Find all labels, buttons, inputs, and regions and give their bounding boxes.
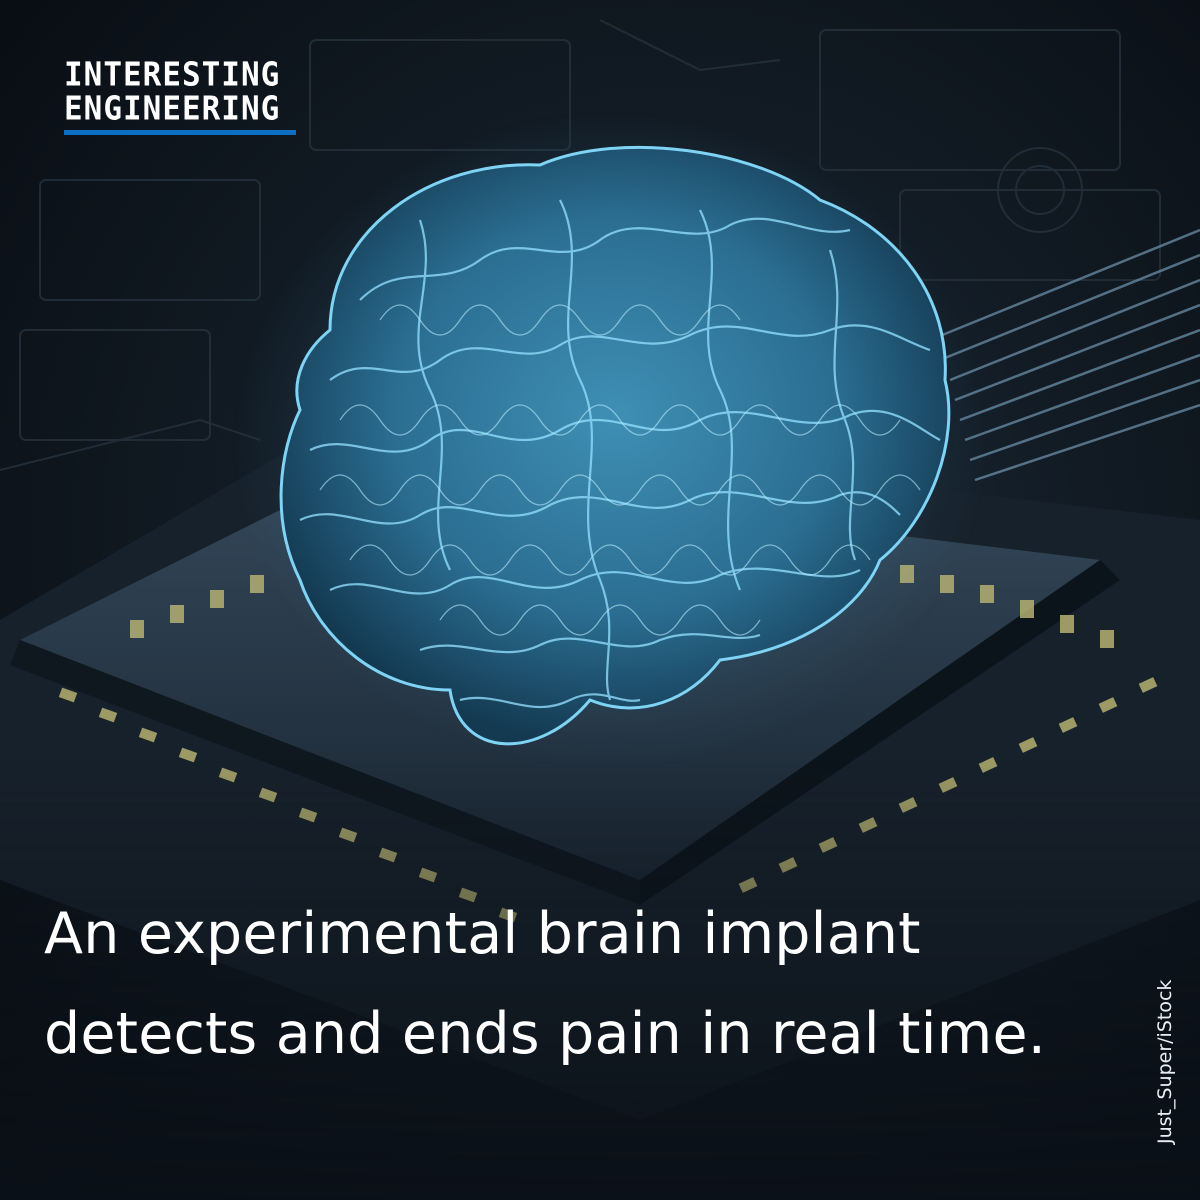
brand-logo-line1: INTERESTING [64,56,281,94]
headline-text-after: in real time. [682,1001,1047,1067]
brain [279,145,951,746]
headline-text-before: An experimental brain implant [44,901,921,967]
glowing-traces [929,228,1200,482]
brand-logo: INTERESTING ENGINEERING [64,56,296,135]
brand-accent-bar [64,130,296,135]
headline-highlight-text: detects and ends pain [44,1001,682,1067]
brand-logo-line2: ENGINEERING [64,90,281,128]
headline: An experimental brain implant detects an… [44,884,1094,1084]
photo-credit: Just_Super/iStock [1154,979,1176,1144]
headline-highlight: detects and ends pain [44,984,682,1084]
